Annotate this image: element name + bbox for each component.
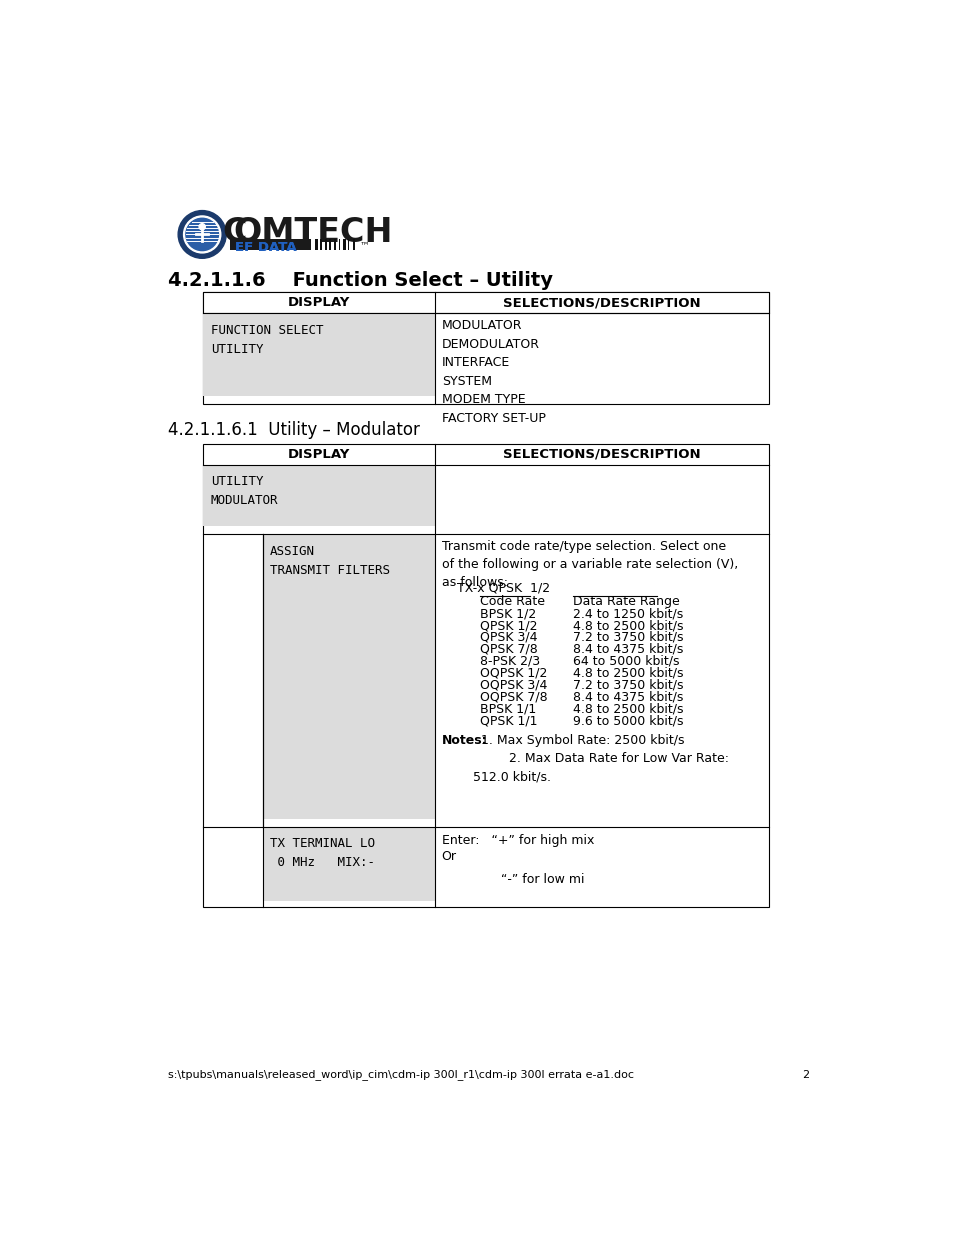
Bar <box>334 240 335 249</box>
Bar <box>230 240 311 249</box>
Text: ASSIGN
TRANSMIT FILTERS: ASSIGN TRANSMIT FILTERS <box>270 545 389 577</box>
Text: QPSK 7/8: QPSK 7/8 <box>480 643 537 656</box>
Text: UTILITY
MODULATOR: UTILITY MODULATOR <box>211 475 278 508</box>
Text: s:\tpubs\manuals\released_word\ip_cim\cdm-ip 300l_r1\cdm-ip 300l errata e-a1.doc: s:\tpubs\manuals\released_word\ip_cim\cd… <box>168 1070 634 1079</box>
Bar <box>263 534 435 819</box>
Circle shape <box>178 211 226 258</box>
Text: QPSK 3/4: QPSK 3/4 <box>480 631 537 643</box>
Text: Code Rate: Code Rate <box>480 595 545 608</box>
Text: 7.2 to 3750 kbit/s: 7.2 to 3750 kbit/s <box>573 631 683 643</box>
Text: OMTECH: OMTECH <box>233 216 393 249</box>
Text: DISPLAY: DISPLAY <box>288 448 350 461</box>
Text: EF DATA: EF DATA <box>235 241 296 253</box>
Bar <box>329 240 331 249</box>
Bar <box>203 293 768 312</box>
Text: 8.4 to 4375 kbit/s: 8.4 to 4375 kbit/s <box>573 643 683 656</box>
Text: TX TERMINAL LO
 0 MHz   MIX:-: TX TERMINAL LO 0 MHz MIX:- <box>270 837 375 869</box>
Text: Or: Or <box>441 850 456 863</box>
Bar <box>203 464 435 526</box>
Text: ™: ™ <box>359 241 369 251</box>
Text: OQPSK 3/4: OQPSK 3/4 <box>480 679 547 692</box>
Text: Notes:: Notes: <box>441 734 487 747</box>
Circle shape <box>186 219 218 251</box>
Text: “-” for low mi: “-” for low mi <box>464 873 584 885</box>
Circle shape <box>183 216 220 253</box>
Text: C: C <box>222 216 247 249</box>
Text: Transmit code rate/type selection. Select one
of the following or a variable rat: Transmit code rate/type selection. Selec… <box>441 540 737 589</box>
Text: 4.2.1.1.6    Function Select – Utility: 4.2.1.1.6 Function Select – Utility <box>168 272 553 290</box>
Text: 2: 2 <box>801 1070 808 1079</box>
Circle shape <box>199 224 205 230</box>
Text: BPSK 1/2: BPSK 1/2 <box>480 608 537 620</box>
Text: BPSK 1/1: BPSK 1/1 <box>480 703 537 715</box>
Text: 7.2 to 3750 kbit/s: 7.2 to 3750 kbit/s <box>573 679 683 692</box>
Bar <box>203 443 768 908</box>
Text: OQPSK 1/2: OQPSK 1/2 <box>480 667 547 679</box>
Text: Data Rate Range: Data Rate Range <box>573 595 679 608</box>
Text: 4.8 to 2500 kbit/s: 4.8 to 2500 kbit/s <box>573 703 683 715</box>
Text: 2.4 to 1250 kbit/s: 2.4 to 1250 kbit/s <box>573 608 683 620</box>
Bar <box>338 240 340 249</box>
Bar <box>263 826 435 902</box>
Text: FUNCTION SELECT
UTILITY: FUNCTION SELECT UTILITY <box>211 324 323 356</box>
Text: 8-PSK 2/3: 8-PSK 2/3 <box>480 655 540 668</box>
Bar <box>353 240 355 249</box>
Text: 1. Max Symbol Rate: 2500 kbit/s
         2. Max Data Rate for Low Var Rate:
512.: 1. Max Symbol Rate: 2500 kbit/s 2. Max D… <box>472 734 728 783</box>
Bar <box>343 240 345 249</box>
Text: MODULATOR
DEMODULATOR
INTERFACE
SYSTEM
MODEM TYPE
FACTORY SET-UP: MODULATOR DEMODULATOR INTERFACE SYSTEM M… <box>441 319 545 425</box>
Text: DISPLAY: DISPLAY <box>288 296 350 309</box>
Bar <box>319 240 321 249</box>
Text: EF DATA: EF DATA <box>235 241 296 253</box>
Text: Enter:   “+” for high mix: Enter: “+” for high mix <box>441 835 594 847</box>
Text: SELECTIONS/DESCRIPTION: SELECTIONS/DESCRIPTION <box>503 296 700 309</box>
Text: 4.2.1.1.6.1  Utility – Modulator: 4.2.1.1.6.1 Utility – Modulator <box>168 421 419 438</box>
Text: 4.8 to 2500 kbit/s: 4.8 to 2500 kbit/s <box>573 619 683 632</box>
Text: 9.6 to 5000 kbit/s: 9.6 to 5000 kbit/s <box>573 715 683 727</box>
Bar <box>315 240 317 249</box>
Bar <box>324 240 327 249</box>
Text: OQPSK 7/8: OQPSK 7/8 <box>480 690 547 704</box>
Text: TX-x QPSK  1/2: TX-x QPSK 1/2 <box>456 582 550 595</box>
Bar <box>348 240 349 249</box>
Text: 4.8 to 2500 kbit/s: 4.8 to 2500 kbit/s <box>573 667 683 679</box>
Text: 8.4 to 4375 kbit/s: 8.4 to 4375 kbit/s <box>573 690 683 704</box>
Text: SELECTIONS/DESCRIPTION: SELECTIONS/DESCRIPTION <box>503 448 700 461</box>
Text: QPSK 1/2: QPSK 1/2 <box>480 619 537 632</box>
Bar <box>203 293 768 404</box>
Bar <box>203 312 435 396</box>
Text: QPSK 1/1: QPSK 1/1 <box>480 715 537 727</box>
Text: 64 to 5000 kbit/s: 64 to 5000 kbit/s <box>573 655 679 668</box>
